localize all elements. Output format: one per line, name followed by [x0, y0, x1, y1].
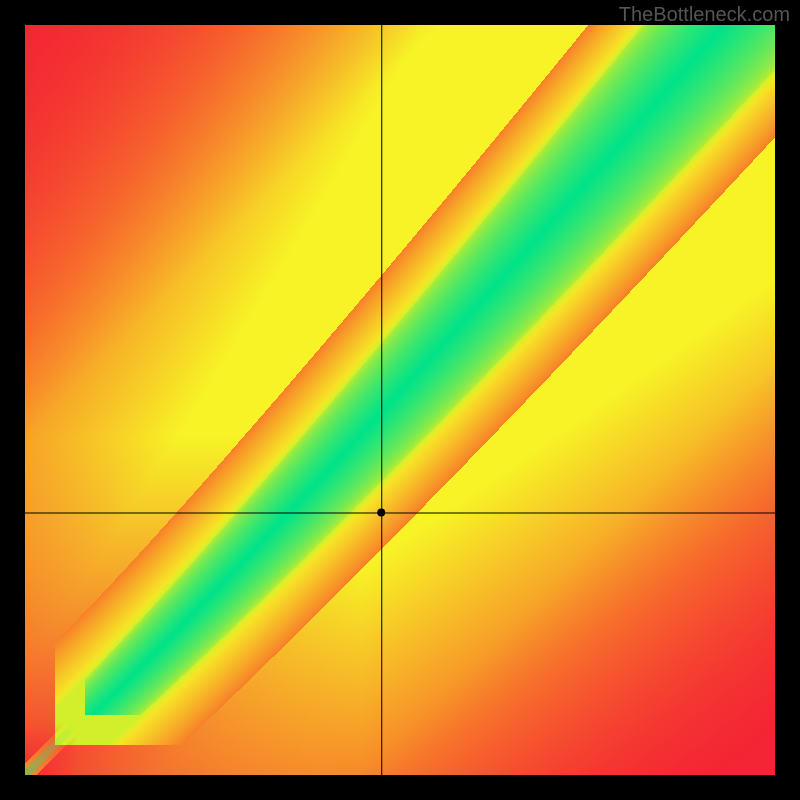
bottleneck-heatmap: [0, 0, 800, 800]
watermark-text: TheBottleneck.com: [619, 4, 790, 27]
